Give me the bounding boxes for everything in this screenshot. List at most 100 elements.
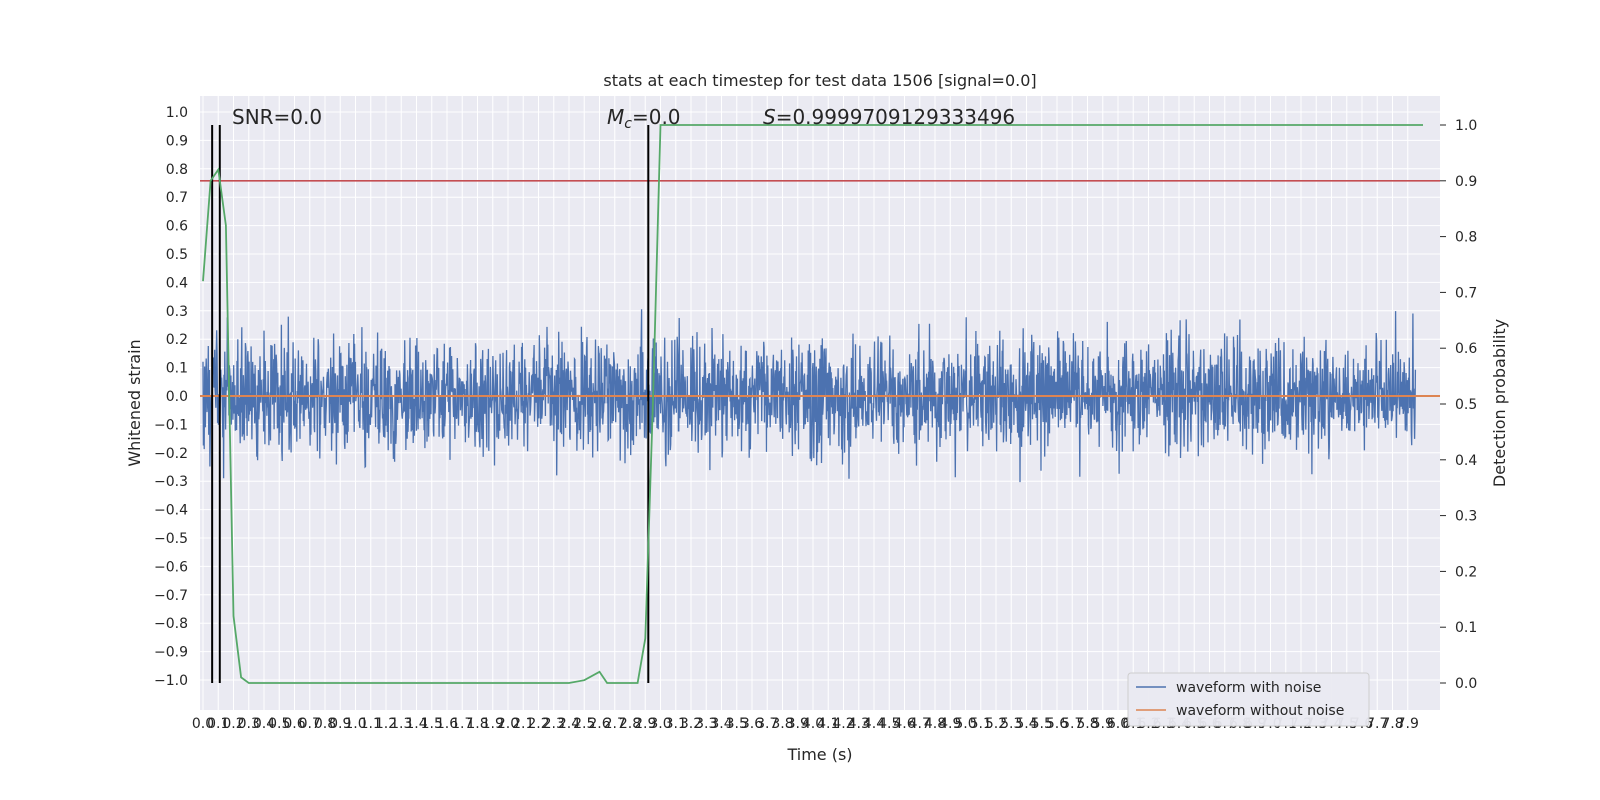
x-tick-label: 4.9 (939, 716, 961, 732)
x-tick-label: 1.7 (451, 716, 473, 732)
y-axis-left-ticks: 1.0 0.9 0.8 0.7 0.6 0.5 0.4 0.3 0.2 0.1 0.0 −0.1 −0.… (154, 105, 188, 689)
x-tick-label: 2.9 (634, 716, 656, 732)
series-detection-probability (202, 124, 1423, 684)
y-axis-right-ticks: 1.0 0.9 0.8 0.7 0.6 0.5 0.4 0.3 0.2 0.1 0.0 (1440, 118, 1477, 692)
x-tick-label: 7.8 (1381, 716, 1403, 732)
x-tick-label: 2.0 (497, 716, 519, 732)
x-tick-label: 3.8 (771, 716, 793, 732)
x-tick-label: 0.3 (238, 716, 260, 732)
x-tick-label: 0.5 (268, 716, 290, 732)
y-tick-label: 0.3 (166, 304, 188, 320)
x-tick-label: 1.2 (375, 716, 397, 732)
y-right-tick-label: 0.0 (1455, 676, 1477, 692)
legend-label-noise: waveform with noise (1176, 680, 1321, 696)
x-tick-label: 5.4 (1015, 716, 1037, 732)
x-tick-label: 4.4 (863, 716, 885, 732)
chart-title: stats at each timestep for test data 150… (603, 71, 1036, 90)
x-tick-label: 2.5 (573, 716, 595, 732)
x-tick-label: 5.6 (1046, 716, 1068, 732)
x-tick-label: 1.4 (405, 716, 427, 732)
x-tick-label: 7.9 (1397, 716, 1419, 732)
annotation-s: S=0.9999709129333496 (763, 105, 1015, 129)
x-tick-label: 5.5 (1031, 716, 1053, 732)
x-tick-label: 0.6 (283, 716, 305, 732)
s-symbol: S (763, 105, 776, 129)
y-right-tick-label: 0.9 (1455, 174, 1477, 190)
y-tick-label: 0.5 (166, 247, 188, 263)
y-tick-label: −0.3 (154, 474, 188, 490)
x-tick-label: 3.6 (741, 716, 763, 732)
series-waveform-with-noise (202, 309, 1417, 483)
x-tick-label: 1.3 (390, 716, 412, 732)
x-tick-label: 5.2 (985, 716, 1007, 732)
x-tick-label: 3.2 (680, 716, 702, 732)
y-tick-label: −0.9 (154, 645, 188, 661)
x-tick-label: 3.4 (710, 716, 732, 732)
x-tick-label: 0.9 (329, 716, 351, 732)
annotation-snr: SNR=0.0 (232, 105, 322, 129)
y-tick-label: 0.8 (166, 162, 188, 178)
y-tick-label: −0.2 (154, 446, 188, 462)
x-tick-label: 7.7 (1366, 716, 1388, 732)
y-tick-label: −0.7 (154, 588, 188, 604)
x-tick-label: 5.3 (1000, 716, 1022, 732)
x-tick-label: 1.5 (421, 716, 443, 732)
mc-symbol: M (607, 105, 624, 129)
x-tick-label: 5.0 (954, 716, 976, 732)
probability-path (202, 124, 1423, 684)
y-axis-right-label: Detection probability (1490, 319, 1509, 487)
x-tick-label: 1.1 (360, 716, 382, 732)
x-tick-label: 2.2 (527, 716, 549, 732)
x-tick-label: 0.1 (207, 716, 229, 732)
x-tick-label: 4.6 (893, 716, 915, 732)
x-tick-label: 2.3 (543, 716, 565, 732)
x-tick-label: 4.8 (924, 716, 946, 732)
y-tick-label: 0.6 (166, 219, 188, 235)
x-tick-label: 0.8 (314, 716, 336, 732)
y-right-tick-label: 0.8 (1455, 230, 1477, 246)
y-right-tick-label: 0.4 (1455, 453, 1477, 469)
x-tick-label: 2.4 (558, 716, 580, 732)
x-tick-label: 6.0 (1107, 716, 1129, 732)
x-tick-label: 1.8 (466, 716, 488, 732)
legend-box (1127, 672, 1370, 727)
y-tick-label: −0.4 (154, 503, 188, 519)
x-tick-label: 0.0 (192, 716, 214, 732)
x-tick-label: 0.2 (222, 716, 244, 732)
x-tick-label: 0.7 (299, 716, 321, 732)
y-tick-label: 0.4 (166, 275, 188, 291)
legend-label-clean: waveform without noise (1176, 703, 1344, 719)
x-tick-label: 0.4 (253, 716, 275, 732)
x-tick-label: 2.6 (588, 716, 610, 732)
y-right-tick-label: 1.0 (1455, 118, 1477, 134)
y-tick-label: −0.1 (154, 417, 188, 433)
x-tick-label: 2.7 (604, 716, 626, 732)
y-right-tick-label: 0.7 (1455, 285, 1477, 301)
annotation-mc: Mc=0.0 (607, 105, 681, 132)
y-axis-label: Whitened strain (125, 339, 144, 466)
y-tick-label: −0.8 (154, 616, 188, 632)
y-tick-label: −1.0 (154, 673, 188, 689)
x-tick-label: 5.1 (970, 716, 992, 732)
x-tick-label: 3.9 (787, 716, 809, 732)
y-right-tick-label: 0.6 (1455, 341, 1477, 357)
x-tick-label: 5.9 (1092, 716, 1114, 732)
x-tick-label: 3.7 (756, 716, 778, 732)
y-tick-label: −0.5 (154, 531, 188, 547)
x-tick-label: 3.5 (726, 716, 748, 732)
y-tick-label: 0.1 (166, 361, 188, 377)
y-right-tick-label: 0.3 (1455, 509, 1477, 525)
x-tick-label: 4.2 (832, 716, 854, 732)
y-right-tick-label: 0.5 (1455, 397, 1477, 413)
x-tick-label: 3.3 (695, 716, 717, 732)
x-tick-label: 4.5 (878, 716, 900, 732)
y-tick-label: 0.7 (166, 190, 188, 206)
x-tick-label: 4.0 (802, 716, 824, 732)
x-tick-label: 3.0 (649, 716, 671, 732)
y-right-tick-label: 0.2 (1455, 564, 1477, 580)
x-tick-label: 3.1 (665, 716, 687, 732)
mc-value: =0.0 (632, 105, 681, 129)
x-tick-label: 1.6 (436, 716, 458, 732)
y-tick-label: −0.6 (154, 559, 188, 575)
